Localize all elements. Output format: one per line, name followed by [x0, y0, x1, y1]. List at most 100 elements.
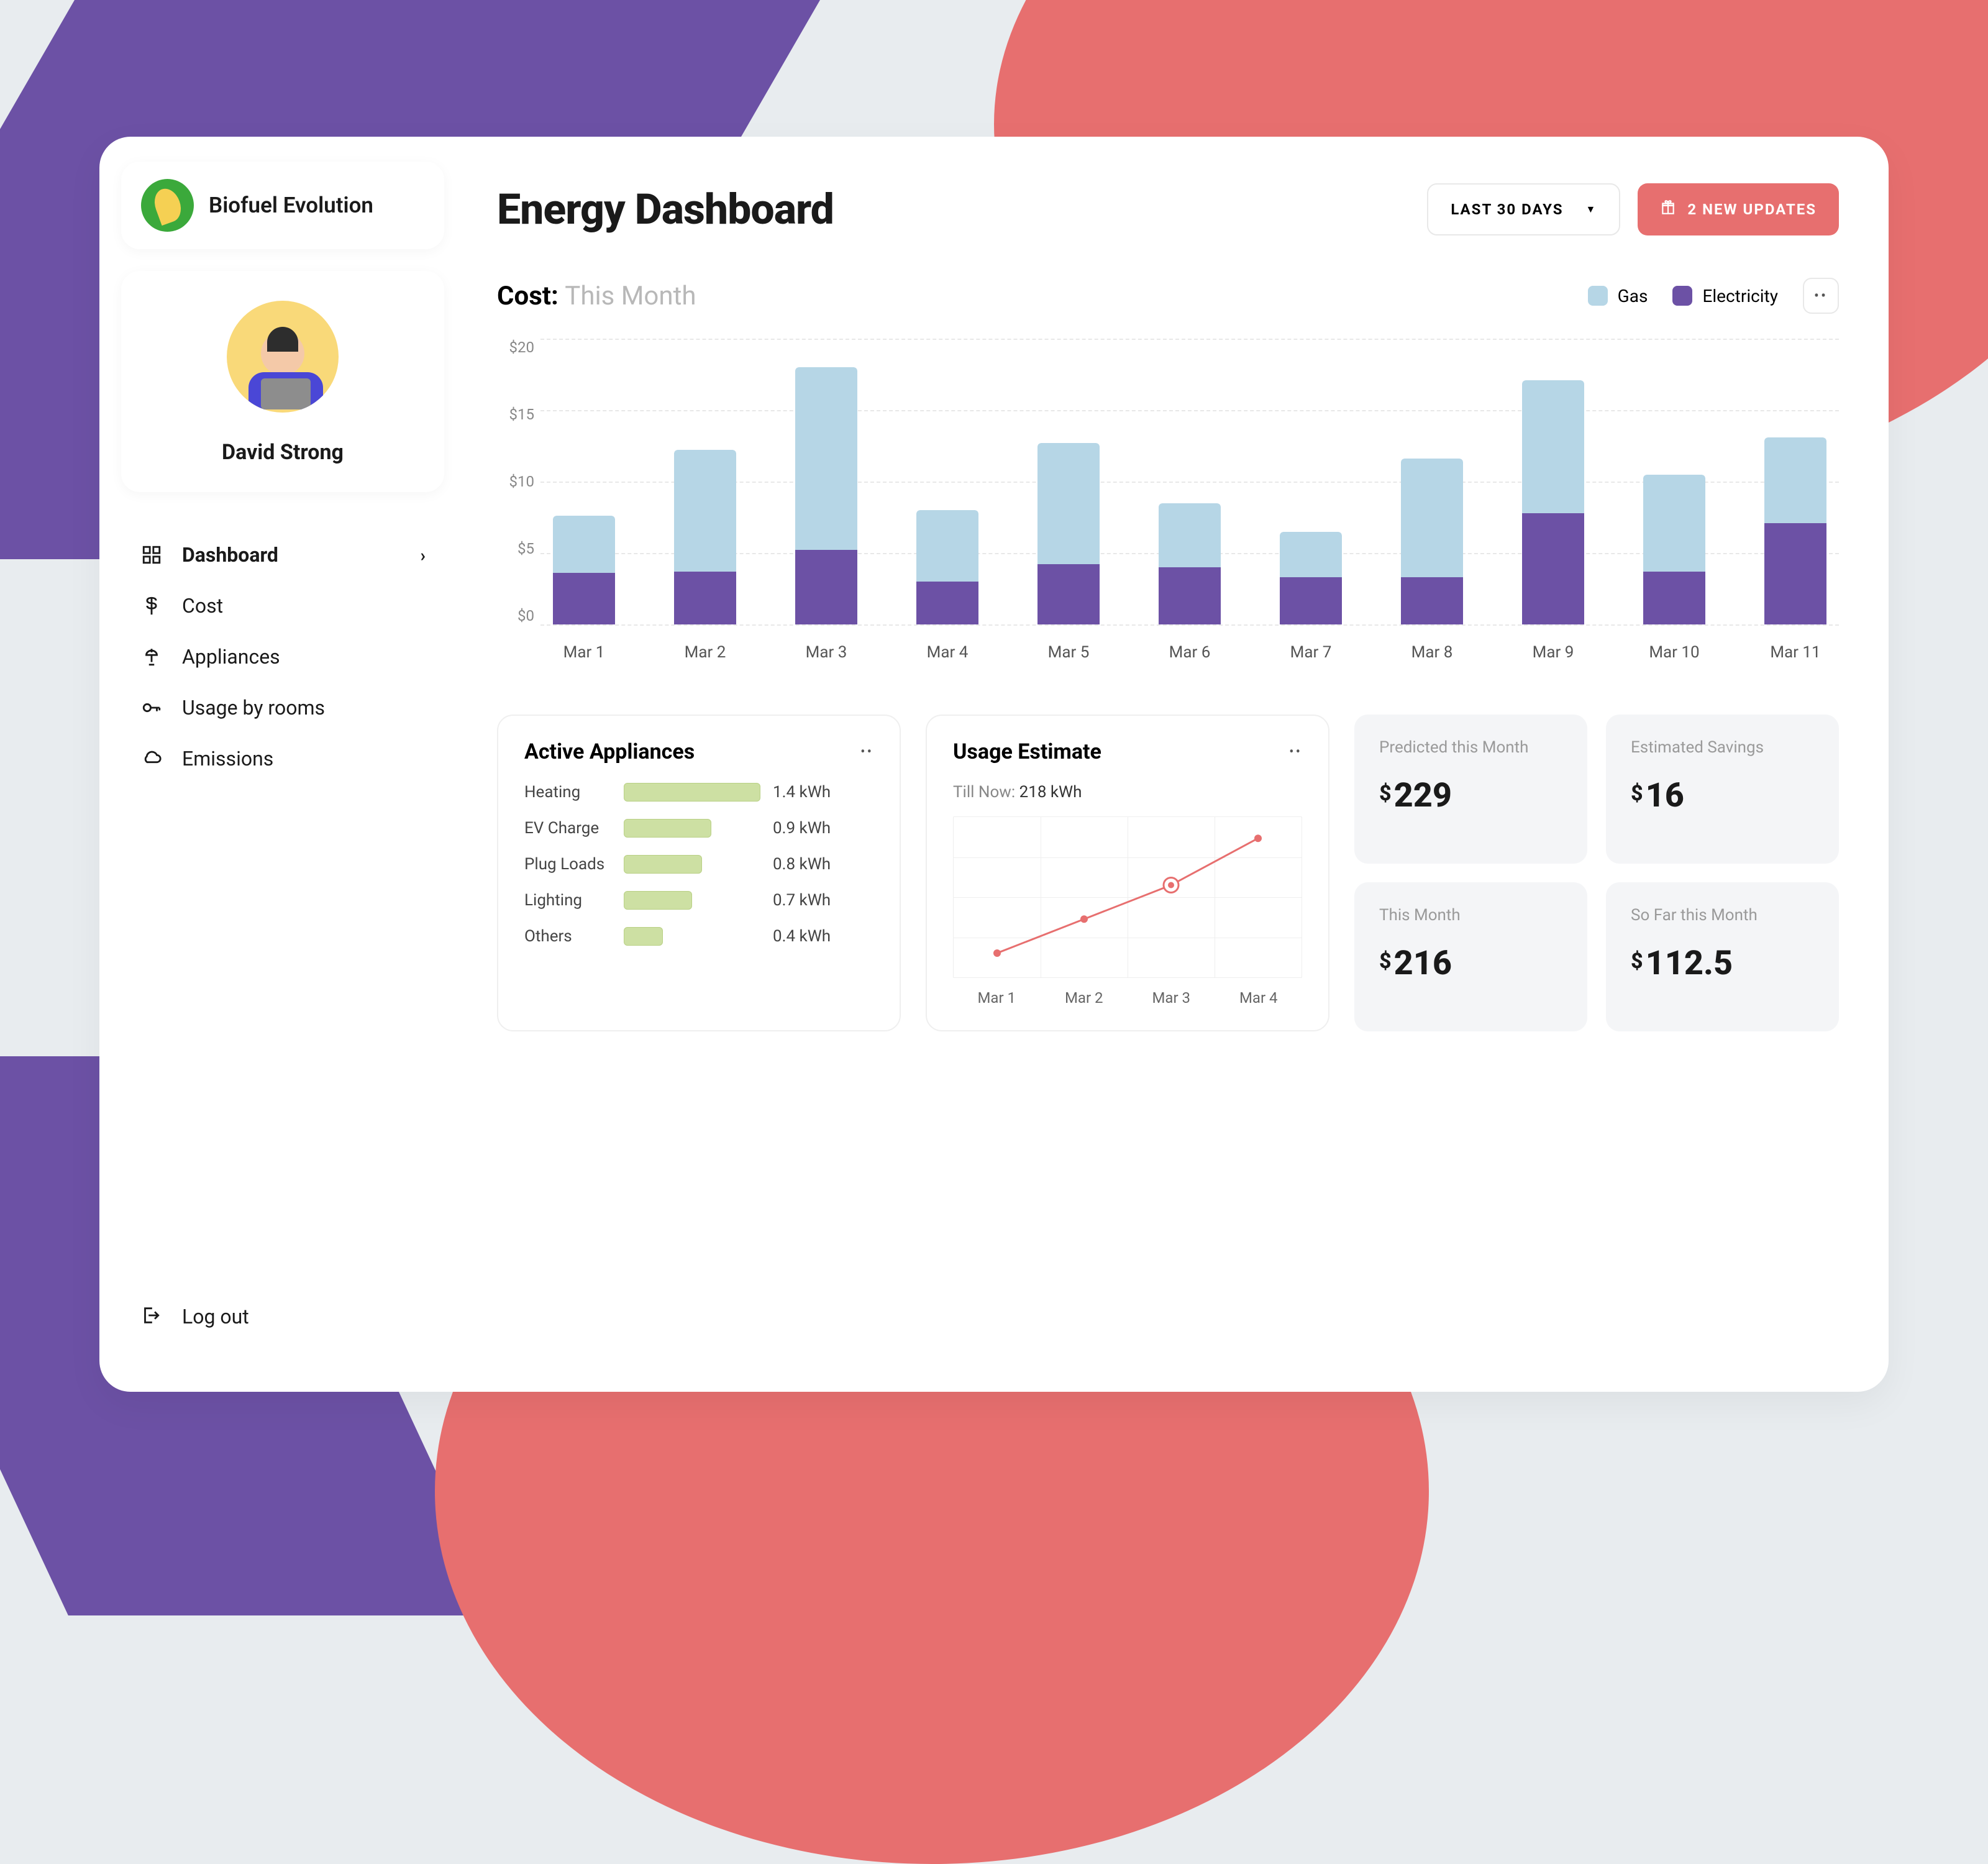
bar-electricity[interactable] [1037, 564, 1100, 624]
appliance-label: EV Charge [524, 819, 611, 838]
dashboard-icon [140, 543, 163, 567]
stat-card: So Far this Month $112.5 [1606, 882, 1839, 1031]
usage-line-chart [953, 816, 1302, 978]
bar-gas[interactable] [795, 367, 857, 550]
bar-gas[interactable] [553, 516, 615, 573]
nav-item-label: Usage by rooms [182, 696, 325, 720]
appliance-value: 1.4 kWh [773, 783, 831, 802]
logout-button[interactable]: Log out [132, 1297, 257, 1336]
stat-label: Predicted this Month [1379, 737, 1562, 759]
appliances-title: Active Appliances [524, 739, 695, 764]
usage-x-label: Mar 2 [1065, 989, 1103, 1007]
avatar [227, 301, 339, 413]
appliances-panel: Active Appliances •• Heating1.4 kWhEV Ch… [497, 715, 901, 1031]
nav-item-label: Emissions [182, 747, 273, 770]
legend-gas: Gas [1588, 286, 1648, 306]
bar-electricity[interactable] [916, 582, 978, 624]
bar-gas[interactable] [1159, 503, 1221, 568]
updates-label: 2 NEW UPDATES [1687, 201, 1817, 218]
bar-gas[interactable] [674, 450, 736, 572]
brand-card: Biofuel Evolution [121, 162, 444, 249]
appliance-value: 0.7 kWh [773, 891, 831, 910]
bar-gas[interactable] [1522, 380, 1584, 513]
page-title: Energy Dashboard [497, 185, 834, 234]
x-label: Mar 11 [1764, 643, 1826, 662]
bar-electricity[interactable] [795, 550, 857, 624]
nav-item-emissions[interactable]: Emissions [132, 733, 433, 784]
appliance-bar [624, 819, 711, 838]
chevron-right-icon: › [421, 545, 426, 565]
x-label: Mar 10 [1643, 643, 1705, 662]
appliances-more-button[interactable]: •• [860, 744, 873, 760]
stat-label: So Far this Month [1631, 905, 1814, 926]
x-label: Mar 6 [1159, 643, 1221, 662]
appliance-row: Plug Loads 0.8 kWh [524, 855, 873, 874]
appliance-label: Plug Loads [524, 855, 611, 874]
bar-gas[interactable] [1280, 532, 1342, 578]
x-label: Mar 2 [674, 643, 736, 662]
stat-label: This Month [1379, 905, 1562, 926]
date-range-label: LAST 30 DAYS [1451, 201, 1563, 218]
appliance-bar [624, 783, 760, 802]
cost-chart-header: Cost: This Month Gas Electricity •• [497, 278, 1839, 314]
x-label: Mar 8 [1401, 643, 1463, 662]
brand-logo-icon [141, 179, 194, 232]
bar-gas[interactable] [1401, 459, 1463, 577]
bar-gas[interactable] [1643, 475, 1705, 572]
caret-down-icon: ▼ [1586, 203, 1597, 216]
cost-chart-title-prefix: Cost: [497, 281, 559, 311]
usage-subtitle-prefix: Till Now: [953, 783, 1019, 802]
bar-electricity[interactable] [1401, 577, 1463, 624]
chart-legend: Gas Electricity •• [1588, 278, 1839, 314]
x-labels: Mar 1Mar 2Mar 3Mar 4Mar 5Mar 6Mar 7Mar 8… [540, 643, 1839, 662]
stats-grid: Predicted this Month $229 Estimated Saving… [1354, 715, 1839, 1031]
cloud-icon [140, 747, 163, 770]
appliance-bar [624, 927, 663, 946]
y-tick: $15 [497, 406, 534, 423]
legend-label-gas: Gas [1618, 286, 1648, 306]
nav-item-label: Appliances [182, 645, 280, 669]
bar-electricity[interactable] [1159, 567, 1221, 624]
bar-gas[interactable] [1037, 443, 1100, 565]
usage-subtitle-value: 218 kWh [1019, 783, 1082, 802]
bar-electricity[interactable] [553, 573, 615, 624]
nav-item-usage-by-rooms[interactable]: Usage by rooms [132, 682, 433, 733]
stat-value: $112.5 [1631, 944, 1814, 983]
date-range-selector[interactable]: LAST 30 DAYS ▼ [1427, 183, 1620, 235]
appliance-label: Lighting [524, 891, 611, 910]
bar-electricity[interactable] [1280, 577, 1342, 624]
bar-electricity[interactable] [674, 572, 736, 624]
stat-card: Estimated Savings$16 [1606, 715, 1839, 864]
usage-subtitle: Till Now: 218 kWh [953, 783, 1302, 802]
usage-x-labels: Mar 1Mar 2Mar 3Mar 4 [953, 989, 1302, 1007]
bar-gas[interactable] [916, 510, 978, 582]
nav-item-dashboard[interactable]: Dashboard › [132, 529, 433, 580]
chart-more-button[interactable]: •• [1803, 278, 1839, 314]
appliance-row: Others0.4 kWh [524, 927, 873, 946]
bar-electricity[interactable] [1522, 513, 1584, 624]
x-label: Mar 4 [916, 643, 978, 662]
nav-item-label: Dashboard [182, 543, 278, 567]
usage-more-button[interactable]: •• [1289, 744, 1302, 760]
usage-x-label: Mar 4 [1239, 989, 1278, 1007]
y-tick: $5 [497, 540, 534, 557]
updates-button[interactable]: 2 NEW UPDATES [1638, 183, 1839, 235]
legend-label-electricity: Electricity [1702, 286, 1778, 306]
x-label: Mar 5 [1037, 643, 1100, 662]
nav-item-cost[interactable]: Cost [132, 580, 433, 631]
nav-item-appliances[interactable]: Appliances [132, 631, 433, 682]
appliance-bar [624, 891, 692, 910]
bar-electricity[interactable] [1764, 523, 1826, 624]
key-icon [140, 696, 163, 720]
bar-gas[interactable] [1764, 437, 1826, 523]
stat-value: $229 [1379, 776, 1562, 815]
stat-card: This Month$216 [1354, 882, 1587, 1031]
lamp-icon [140, 645, 163, 669]
y-axis: $20$15$10$5$0 [497, 339, 534, 624]
appliance-value: 0.8 kWh [773, 855, 831, 874]
brand-name: Biofuel Evolution [209, 193, 373, 218]
bar-electricity[interactable] [1643, 572, 1705, 624]
app-window: Biofuel Evolution David Strong Dashboard… [99, 137, 1889, 1392]
x-label: Mar 3 [795, 643, 857, 662]
nav-item-label: Cost [182, 594, 223, 618]
